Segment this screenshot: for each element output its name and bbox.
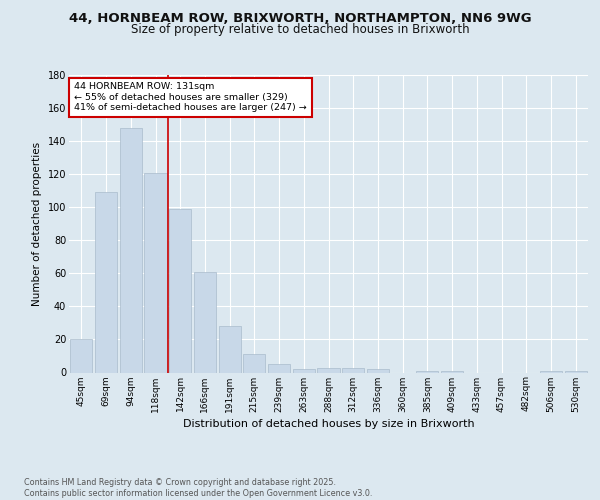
- Bar: [218, 326, 241, 372]
- Bar: [441, 371, 463, 372]
- Text: Size of property relative to detached houses in Brixworth: Size of property relative to detached ho…: [131, 22, 469, 36]
- Bar: [317, 368, 340, 372]
- Bar: [565, 371, 587, 372]
- Bar: [367, 369, 389, 372]
- Text: Contains HM Land Registry data © Crown copyright and database right 2025.
Contai: Contains HM Land Registry data © Crown c…: [24, 478, 373, 498]
- Y-axis label: Number of detached properties: Number of detached properties: [32, 142, 42, 306]
- X-axis label: Distribution of detached houses by size in Brixworth: Distribution of detached houses by size …: [182, 418, 475, 428]
- Bar: [95, 192, 117, 372]
- Bar: [70, 340, 92, 372]
- Bar: [293, 369, 315, 372]
- Bar: [268, 364, 290, 372]
- Bar: [119, 128, 142, 372]
- Bar: [540, 371, 562, 372]
- Text: 44 HORNBEAM ROW: 131sqm
← 55% of detached houses are smaller (329)
41% of semi-d: 44 HORNBEAM ROW: 131sqm ← 55% of detache…: [74, 82, 307, 112]
- Text: 44, HORNBEAM ROW, BRIXWORTH, NORTHAMPTON, NN6 9WG: 44, HORNBEAM ROW, BRIXWORTH, NORTHAMPTON…: [68, 12, 532, 26]
- Bar: [416, 371, 439, 372]
- Bar: [194, 272, 216, 372]
- Bar: [145, 172, 167, 372]
- Bar: [342, 368, 364, 372]
- Bar: [169, 209, 191, 372]
- Bar: [243, 354, 265, 372]
